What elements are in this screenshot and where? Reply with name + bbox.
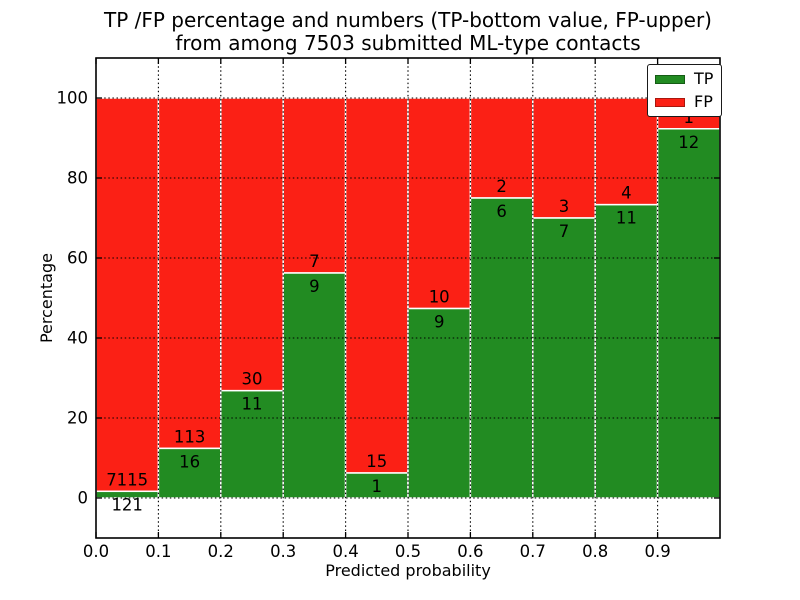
bar-tp-segment: [594, 203, 659, 499]
bar-fp-segment: [95, 97, 160, 493]
bar-fp-segment: [344, 97, 409, 474]
fp-count-label: 113: [174, 427, 206, 446]
bar-tp-segment: [344, 472, 409, 499]
fp-count-label: 30: [242, 370, 263, 389]
legend-label-tp: TP: [694, 69, 714, 88]
bar-fp-segment: [407, 97, 472, 310]
x-tick-label: 0.8: [582, 542, 608, 561]
fp-count-label: 7: [309, 252, 320, 271]
x-tick-label: 0.0: [83, 542, 109, 561]
bar-tp-segment: [469, 197, 534, 499]
bar-tp-segment: [220, 389, 284, 499]
y-tick-label: 80: [67, 169, 88, 188]
chart-title-line2: from among 7503 submitted ML-type contac…: [175, 31, 641, 55]
legend-swatch-tp: [655, 74, 685, 84]
fp-count-label: 3: [559, 197, 570, 216]
bar-tp-segment: [656, 128, 721, 499]
x-axis-label: Predicted probability: [325, 561, 491, 580]
tp-count-label: 121: [111, 495, 143, 514]
tp-count-label: 11: [242, 395, 263, 414]
tp-count-label: 12: [678, 133, 699, 152]
bar-fp-segment: [220, 97, 284, 392]
x-tick-label: 0.1: [145, 542, 171, 561]
y-tick-label: 60: [67, 249, 88, 268]
bar-tp-segment: [282, 272, 347, 499]
tp-count-label: 7: [559, 222, 570, 241]
bar-tp-segment: [407, 307, 472, 499]
fp-count-label: 15: [366, 452, 387, 471]
bar-tp-segment: [532, 217, 596, 499]
y-axis-label: Percentage: [37, 253, 56, 344]
legend-swatch-fp: [655, 97, 685, 107]
legend: TP FP: [647, 64, 723, 117]
x-tick-label: 0.6: [457, 542, 483, 561]
fp-count-label: 7115: [106, 470, 148, 489]
bar-fp-segment: [282, 97, 347, 274]
bar-fp-segment: [532, 97, 596, 219]
legend-item-fp: FP: [655, 94, 713, 110]
tp-count-label: 6: [496, 202, 507, 221]
fp-count-label: 2: [496, 177, 507, 196]
x-tick-label: 0.3: [270, 542, 296, 561]
legend-label-fp: FP: [694, 92, 713, 111]
chart-title-line1: TP /FP percentage and numbers (TP-bottom…: [104, 8, 712, 32]
tp-count-label: 9: [434, 313, 445, 332]
bar-fp-segment: [157, 97, 222, 450]
x-tick-label: 0.7: [520, 542, 546, 561]
fp-count-label: 4: [621, 184, 632, 203]
tp-count-label: 1: [372, 477, 383, 496]
fp-count-label: 10: [429, 288, 450, 307]
tp-count-label: 11: [616, 209, 637, 228]
fp-count-label: 1: [684, 108, 695, 127]
chart-title: TP /FP percentage and numbers (TP-bottom…: [96, 9, 720, 55]
y-tick-label: 100: [57, 89, 89, 108]
y-tick-label: 40: [67, 329, 88, 348]
x-tick-label: 0.5: [395, 542, 421, 561]
bar-fp-segment: [469, 97, 534, 199]
tp-count-label: 16: [179, 452, 200, 471]
x-tick-label: 0.9: [644, 542, 670, 561]
y-tick-label: 20: [67, 409, 88, 428]
x-tick-label: 0.2: [208, 542, 234, 561]
legend-item-tp: TP: [655, 71, 713, 87]
x-tick-label: 0.4: [332, 542, 358, 561]
y-tick-label: 0: [78, 489, 89, 508]
tp-count-label: 9: [309, 277, 320, 296]
